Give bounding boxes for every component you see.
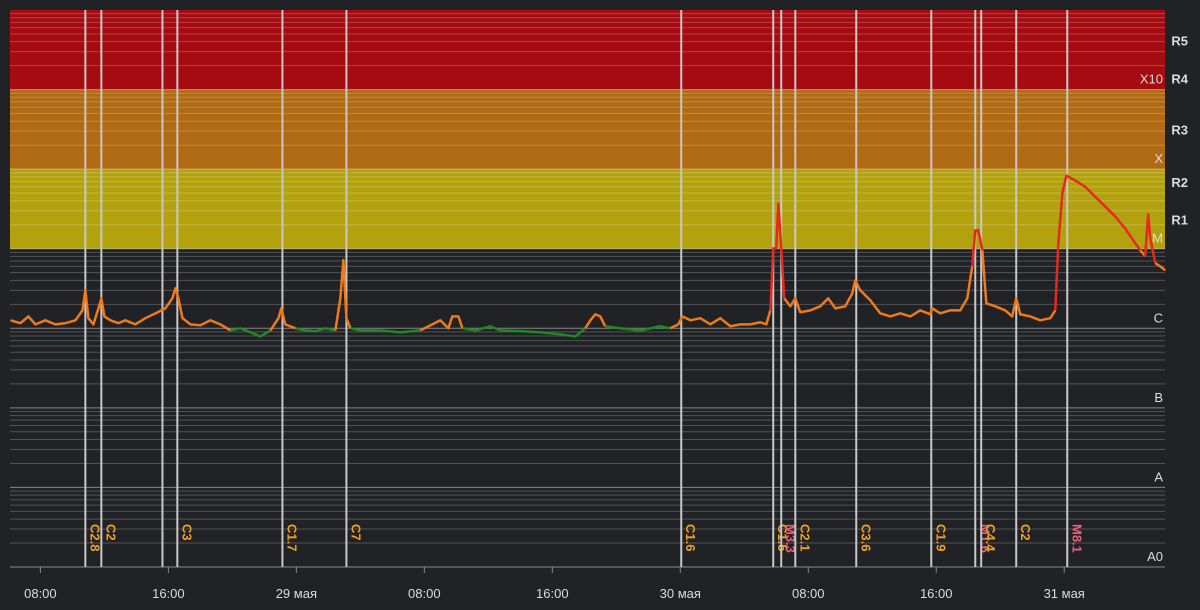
y-tick-label: X10: [1140, 72, 1163, 87]
flare-label: C3.6: [858, 524, 873, 551]
flare-label: C2.8: [87, 524, 102, 551]
flux-line: [462, 325, 587, 338]
y-tick-label: M: [1152, 231, 1163, 246]
flux-line: [10, 287, 232, 332]
y-tick-label: X: [1154, 151, 1163, 166]
flare-label: C1.6: [683, 524, 698, 551]
flux-line: [669, 310, 772, 330]
flare-label: C1.9: [933, 524, 948, 551]
y-tick-label: A: [1154, 469, 1163, 484]
flare-label: C7: [348, 524, 363, 541]
flare-label: C3: [179, 524, 194, 541]
flare-label: C2: [1018, 524, 1033, 541]
r-scale-label: R1: [1171, 212, 1188, 227]
flare-label: C2: [103, 524, 118, 541]
level-band: [10, 89, 1165, 170]
flare-label: C1.5: [775, 524, 790, 551]
x-tick-label: 30 мая: [660, 586, 701, 601]
x-tick-label: 16:00: [152, 586, 185, 601]
level-band: [10, 169, 1165, 249]
x-tick-label: 29 мая: [276, 586, 317, 601]
flux-line: [419, 315, 464, 332]
x-tick-label: 31 мая: [1044, 586, 1085, 601]
flux-line: [334, 258, 352, 331]
x-tick-label: 08:00: [408, 586, 441, 601]
r-scale-label: R2: [1171, 175, 1188, 190]
r-scale-label: R5: [1171, 34, 1188, 49]
flare-label: C1.7: [284, 524, 299, 551]
y-tick-label: C: [1154, 310, 1163, 325]
flux-line: [1054, 174, 1142, 311]
x-tick-label: 08:00: [24, 586, 57, 601]
flare-label: C2.1: [797, 524, 812, 551]
r-scale-label: R3: [1171, 122, 1188, 137]
x-tick-label: 16:00: [920, 586, 953, 601]
flux-line: [769, 202, 786, 311]
flare-label: M8.1: [1069, 524, 1084, 553]
flux-line: [230, 327, 272, 338]
x-tick-label: 08:00: [792, 586, 825, 601]
flare-label: C4.4: [983, 524, 998, 552]
x-tick-label: 16:00: [536, 586, 569, 601]
flux-line: [605, 325, 671, 332]
flux-line: [584, 313, 607, 329]
flux-line: [783, 266, 974, 318]
flux-line: [350, 327, 421, 334]
flux-line: [1143, 213, 1157, 264]
y-tick-label: B: [1154, 390, 1163, 405]
flux-line: [981, 250, 1057, 322]
flux-line: [1154, 262, 1166, 272]
flux-line: [970, 229, 984, 267]
flux-line: [269, 307, 296, 332]
level-band: [10, 10, 1165, 90]
flux-line: [295, 327, 336, 333]
r-scale-label: R4: [1171, 72, 1188, 87]
y-tick-label: A0: [1147, 549, 1163, 564]
